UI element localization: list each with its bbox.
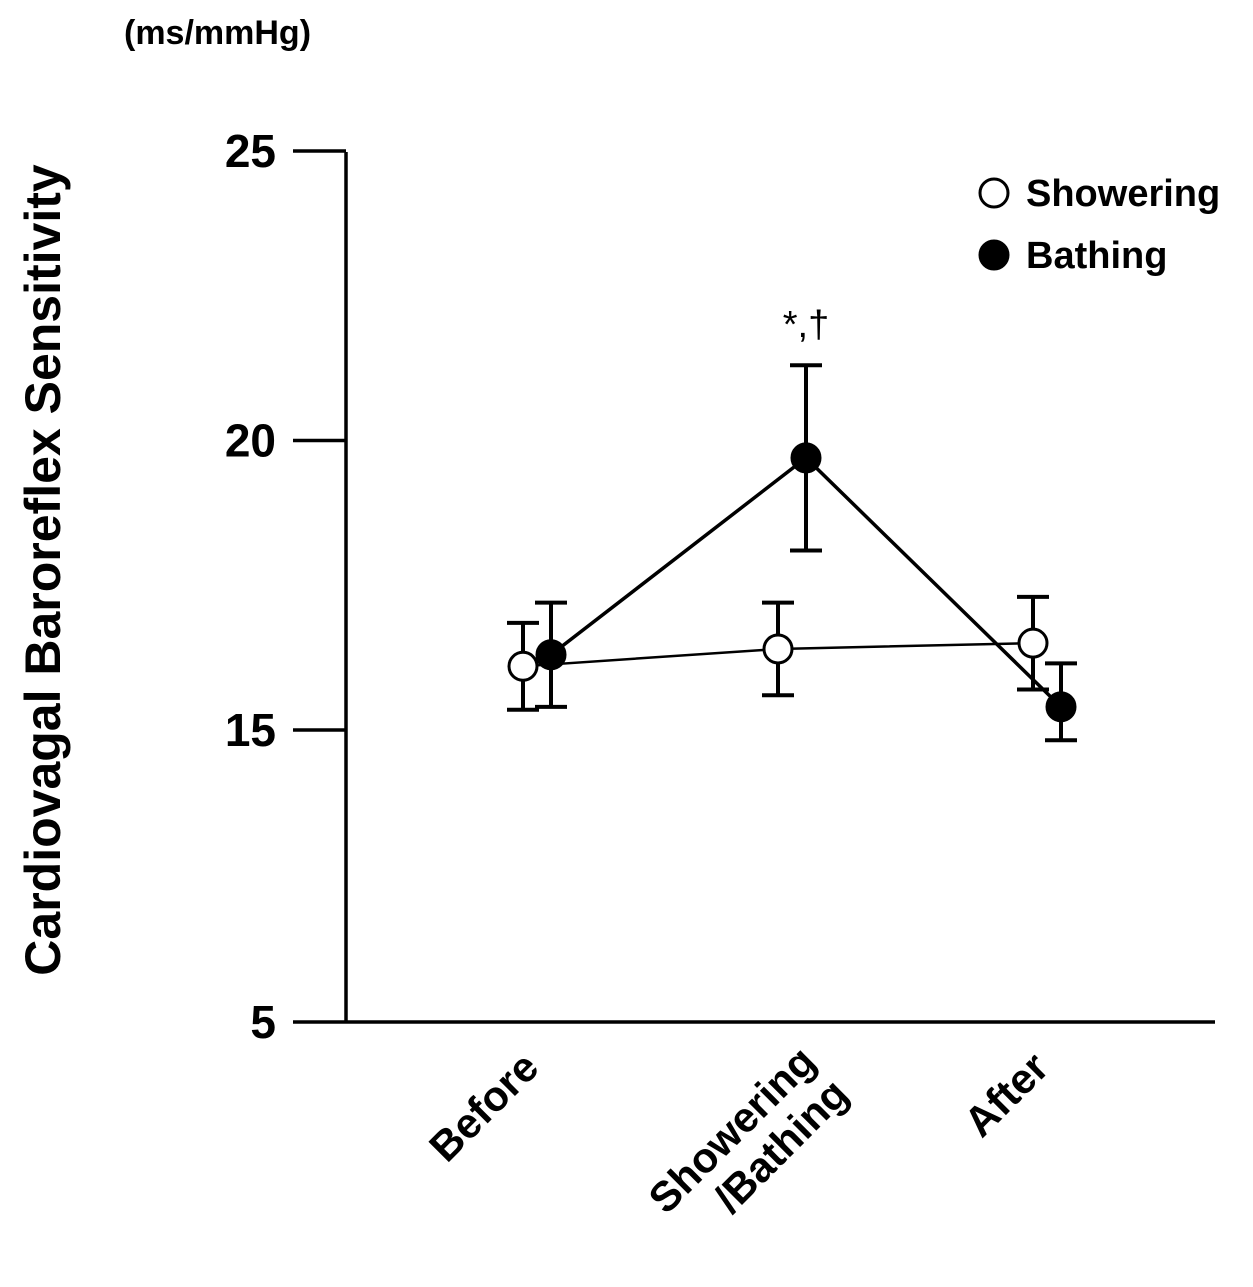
series-showering — [507, 594, 1049, 712]
plot-area: 5 15 20 25 Before Showering/Bathing After *,† — [225, 125, 1215, 1255]
data-point — [507, 650, 539, 682]
x-tick-label-line: After — [955, 1043, 1058, 1146]
y-ticks: 5 15 20 25 — [225, 125, 346, 1048]
y-tick-label: 5 — [250, 996, 276, 1048]
legend-item-bathing: Bathing — [978, 235, 1167, 277]
x-tick-label: Before — [420, 1043, 547, 1170]
legend: Showering Bathing — [978, 173, 1220, 277]
x-tick-labels: Before Showering/Bathing After — [420, 1037, 1058, 1255]
x-tick-label: After — [955, 1043, 1058, 1146]
legend-items: Showering Bathing — [978, 173, 1220, 277]
legend-label: Showering — [1026, 173, 1220, 215]
legend-marker — [978, 239, 1010, 271]
x-tick-label: Showering/Bathing — [639, 1037, 857, 1255]
data-point — [1017, 627, 1049, 659]
legend-item-showering: Showering — [978, 173, 1220, 215]
legend-label: Bathing — [1026, 235, 1167, 277]
series-bathing — [535, 363, 1077, 743]
legend-marker — [978, 177, 1010, 209]
data-point — [762, 633, 794, 665]
unit-label: (ms/mmHg) — [124, 14, 311, 52]
data-point — [1045, 691, 1077, 723]
series-layer — [507, 363, 1077, 743]
annotations: *,† — [783, 304, 829, 346]
data-point — [790, 442, 822, 474]
data-point — [535, 639, 567, 671]
y-tick-label: 15 — [225, 704, 276, 756]
y-axis-label: Cardiovagal Baroreflex Sensitivity — [15, 164, 71, 976]
x-tick-label-line: Before — [420, 1043, 547, 1170]
y-tick-label: 25 — [225, 125, 276, 177]
y-tick-label: 20 — [225, 415, 276, 467]
significance-annotation: *,† — [783, 304, 829, 346]
